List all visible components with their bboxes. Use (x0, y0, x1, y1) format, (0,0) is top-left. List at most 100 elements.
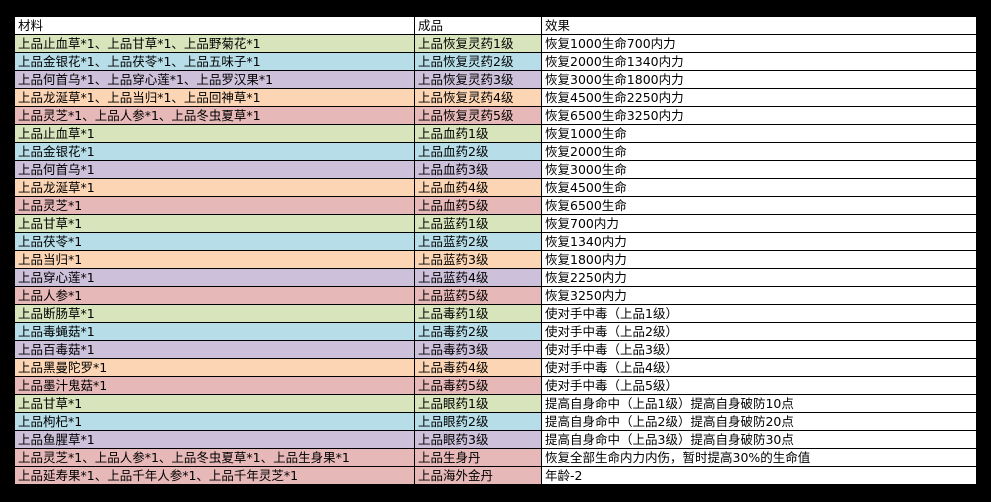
product-cell: 上品血药1级 (414, 124, 542, 143)
material-cell: 上品延寿果*1、上品千年人参*1、上品千年灵芝*1 (14, 466, 415, 485)
effect-cell: 恢复1800内力 (541, 250, 977, 269)
material-cell: 上品甘草*1 (14, 214, 415, 233)
effect-cell: 使对手中毒（上品5级） (541, 376, 977, 395)
recipe-table: 材料 成品 效果 上品止血草*1、上品甘草*1、上品野菊花*1 上品恢复灵药1级恢… (14, 16, 977, 485)
table-row: 上品灵芝*1、上品人参*1、上品冬虫夏草*1 上品恢复灵药5级 恢复6500生命32… (14, 106, 977, 125)
effect-cell: 恢复4500生命2250内力 (541, 88, 977, 107)
material-cell: 上品墨汁鬼菇*1 (14, 376, 415, 395)
product-cell: 上品蓝药4级 (414, 268, 542, 287)
product-cell: 上品恢复灵药5级 (414, 106, 542, 125)
table-row: 上品黑曼陀罗*1 上品毒药4级 使对手中毒（上品4级） (14, 358, 977, 377)
table-row: 上品止血草*1、上品甘草*1、上品野菊花*1 上品恢复灵药1级 恢复1000生命70… (14, 34, 977, 53)
product-cell: 上品蓝药5级 (414, 286, 542, 305)
effect-cell: 恢复4500生命 (541, 178, 977, 197)
product-cell: 上品毒药1级 (414, 304, 542, 323)
table-row: 上品金银花*1、上品茯苓*1、上品五味子*1 上品恢复灵药2级 恢复2000生命13… (14, 52, 977, 71)
product-cell: 上品蓝药1级 (414, 214, 542, 233)
product-cell: 上品毒药2级 (414, 322, 542, 341)
table-row: 上品何首乌*1、上品穿心莲*1、上品罗汉果*1 上品恢复灵药3级 恢复3000生命1… (14, 70, 977, 89)
product-cell: 上品恢复灵药3级 (414, 70, 542, 89)
material-cell: 上品穿心莲*1 (14, 268, 415, 287)
header-product: 成品 (414, 16, 542, 35)
table-row: 上品延寿果*1、上品千年人参*1、上品千年灵芝*1 上品海外金丹 年龄-2 (14, 466, 977, 485)
material-cell: 上品茯苓*1 (14, 232, 415, 251)
product-cell: 上品海外金丹 (414, 466, 542, 485)
header-effect: 效果 (541, 16, 977, 35)
table-row: 上品何首乌*1 上品血药3级 恢复3000生命 (14, 160, 977, 179)
table-row: 上品龙涎草*1 上品血药4级 恢复4500生命 (14, 178, 977, 197)
effect-cell: 使对手中毒（上品1级） (541, 304, 977, 323)
material-cell: 上品何首乌*1、上品穿心莲*1、上品罗汉果*1 (14, 70, 415, 89)
material-cell: 上品止血草*1 (14, 124, 415, 143)
table-row: 上品茯苓*1 上品蓝药2级 恢复1340内力 (14, 232, 977, 251)
product-cell: 上品蓝药3级 (414, 250, 542, 269)
effect-cell: 年龄-2 (541, 466, 977, 485)
product-cell: 上品眼药1级 (414, 394, 542, 413)
effect-cell: 恢复3000生命1800内力 (541, 70, 977, 89)
material-cell: 上品枸杞*1 (14, 412, 415, 431)
header-row: 材料 成品 效果 (14, 16, 977, 35)
product-cell: 上品毒药3级 (414, 340, 542, 359)
material-cell: 上品人参*1 (14, 286, 415, 305)
table-row: 上品百毒菇*1 上品毒药3级 使对手中毒（上品3级） (14, 340, 977, 359)
effect-cell: 使对手中毒（上品3级） (541, 340, 977, 359)
material-cell: 上品毒蝇菇*1 (14, 322, 415, 341)
material-cell: 上品灵芝*1、上品人参*1、上品冬虫夏草*1 (14, 106, 415, 125)
material-cell: 上品鱼腥草*1 (14, 430, 415, 449)
material-cell: 上品止血草*1、上品甘草*1、上品野菊花*1 (14, 34, 415, 53)
product-cell: 上品恢复灵药4级 (414, 88, 542, 107)
effect-cell: 提高自身命中（上品1级）提高自身破防10点 (541, 394, 977, 413)
product-cell: 上品血药3级 (414, 160, 542, 179)
effect-cell: 使对手中毒（上品4级） (541, 358, 977, 377)
effect-cell: 恢复700内力 (541, 214, 977, 233)
table-row: 上品金银花*1 上品血药2级 恢复2000生命 (14, 142, 977, 161)
product-cell: 上品蓝药2级 (414, 232, 542, 251)
header-material: 材料 (14, 16, 415, 35)
table-row: 上品止血草*1 上品血药1级 恢复1000生命 (14, 124, 977, 143)
material-cell: 上品金银花*1 (14, 142, 415, 161)
effect-cell: 恢复2250内力 (541, 268, 977, 287)
effect-cell: 恢复1340内力 (541, 232, 977, 251)
material-cell: 上品灵芝*1、上品人参*1、上品冬虫夏草*1、上品生身果*1 (14, 448, 415, 467)
product-cell: 上品毒药4级 (414, 358, 542, 377)
material-cell: 上品何首乌*1 (14, 160, 415, 179)
effect-cell: 恢复全部生命内力内伤，暂时提高30%的生命值 (541, 448, 977, 467)
effect-cell: 恢复1000生命 (541, 124, 977, 143)
material-cell: 上品当归*1 (14, 250, 415, 269)
table-row: 上品毒蝇菇*1 上品毒药2级 使对手中毒（上品2级） (14, 322, 977, 341)
effect-cell: 使对手中毒（上品2级） (541, 322, 977, 341)
table-row: 上品甘草*1 上品眼药1级 提高自身命中（上品1级）提高自身破防10点 (14, 394, 977, 413)
effect-cell: 恢复3250内力 (541, 286, 977, 305)
table-row: 上品当归*1 上品蓝药3级 恢复1800内力 (14, 250, 977, 269)
table-row: 上品甘草*1 上品蓝药1级 恢复700内力 (14, 214, 977, 233)
effect-cell: 恢复1000生命700内力 (541, 34, 977, 53)
product-cell: 上品血药5级 (414, 196, 542, 215)
product-cell: 上品恢复灵药2级 (414, 52, 542, 71)
product-cell: 上品血药2级 (414, 142, 542, 161)
effect-cell: 恢复3000生命 (541, 160, 977, 179)
table-row: 上品断肠草*1 上品毒药1级 使对手中毒（上品1级） (14, 304, 977, 323)
material-cell: 上品断肠草*1 (14, 304, 415, 323)
effect-cell: 恢复6500生命 (541, 196, 977, 215)
table-row: 上品人参*1 上品蓝药5级 恢复3250内力 (14, 286, 977, 305)
table-row: 上品枸杞*1 上品眼药2级 提高自身命中（上品2级）提高自身破防20点 (14, 412, 977, 431)
material-cell: 上品金银花*1、上品茯苓*1、上品五味子*1 (14, 52, 415, 71)
table-row: 上品灵芝*1、上品人参*1、上品冬虫夏草*1、上品生身果*1 上品生身丹 恢复全部生… (14, 448, 977, 467)
effect-cell: 提高自身命中（上品2级）提高自身破防20点 (541, 412, 977, 431)
effect-cell: 恢复2000生命1340内力 (541, 52, 977, 71)
table-row: 上品龙涎草*1、上品当归*1、上品回神草*1 上品恢复灵药4级 恢复4500生命22… (14, 88, 977, 107)
material-cell: 上品黑曼陀罗*1 (14, 358, 415, 377)
table-row: 上品灵芝*1 上品血药5级 恢复6500生命 (14, 196, 977, 215)
effect-cell: 恢复2000生命 (541, 142, 977, 161)
material-cell: 上品灵芝*1 (14, 196, 415, 215)
product-cell: 上品眼药2级 (414, 412, 542, 431)
material-cell: 上品甘草*1 (14, 394, 415, 413)
product-cell: 上品恢复灵药1级 (414, 34, 542, 53)
material-cell: 上品龙涎草*1 (14, 178, 415, 197)
product-cell: 上品毒药5级 (414, 376, 542, 395)
table-row: 上品穿心莲*1 上品蓝药4级 恢复2250内力 (14, 268, 977, 287)
material-cell: 上品百毒菇*1 (14, 340, 415, 359)
effect-cell: 恢复6500生命3250内力 (541, 106, 977, 125)
product-cell: 上品生身丹 (414, 448, 542, 467)
table-row: 上品鱼腥草*1 上品眼药3级 提高自身命中（上品3级）提高自身破防30点 (14, 430, 977, 449)
